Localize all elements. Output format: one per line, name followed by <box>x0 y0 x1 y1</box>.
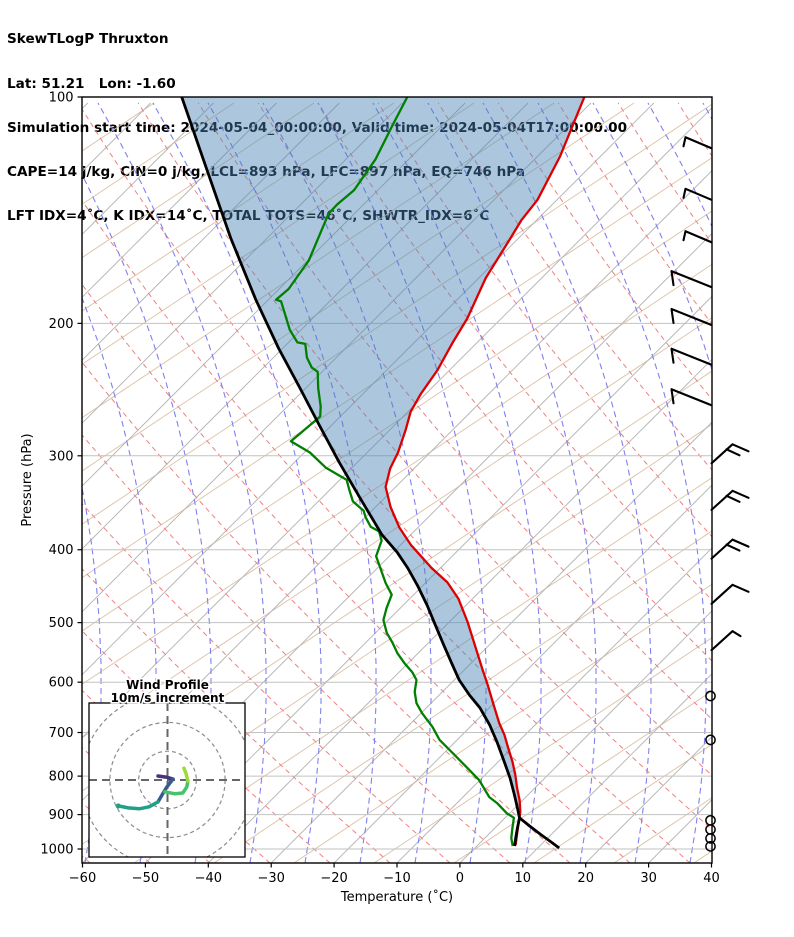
y-tick-label: 800 <box>49 770 74 785</box>
x-tick-labels: −60 −50 −40 −30 −20 −10 0 10 20 30 40 <box>69 871 720 886</box>
dewpoint-curve <box>274 97 516 847</box>
y-tick-label: 700 <box>49 726 74 741</box>
wind-barb <box>682 230 713 244</box>
y-tick-label: 600 <box>49 676 74 691</box>
x-tick-label: 0 <box>456 871 464 886</box>
calm-circle <box>705 690 716 702</box>
hodograph-segment <box>156 774 175 781</box>
moist-adiabat-lines <box>82 102 712 863</box>
parcel-mixed-branch <box>513 817 521 847</box>
wind-barb <box>710 443 750 465</box>
x-tick-label: −60 <box>69 871 96 886</box>
x-tick-label: −20 <box>320 871 347 886</box>
cape-shade <box>181 97 585 818</box>
calm-circle <box>705 833 716 844</box>
calm-circle <box>705 841 716 852</box>
y-tick-label: 1000 <box>40 843 73 858</box>
y-tick-label: 200 <box>49 317 74 332</box>
hodograph-title: Wind Profile <box>126 678 209 692</box>
wind-barb <box>670 270 713 289</box>
dry-adiabat-lines <box>82 102 712 863</box>
hodograph-segment <box>116 800 160 811</box>
wind-barb <box>670 307 713 327</box>
header-title: SkewTLogP Thruxton <box>7 31 169 48</box>
y-tick-label: 100 <box>49 91 74 106</box>
y-axis-title: Pressure (hPa) <box>20 433 35 526</box>
y-tick-label: 300 <box>49 449 74 464</box>
x-tick-label: −40 <box>195 871 222 886</box>
hodograph-segment <box>182 766 190 783</box>
calm-circle <box>705 824 716 835</box>
y-tick-labels: 100 200 300 400 500 600 700 800 900 1000 <box>40 91 73 858</box>
wind-barb <box>710 538 750 560</box>
header-latlon: Lat: 51.21 Lon: -1.60 <box>7 75 176 92</box>
x-tick-label: −50 <box>132 871 159 886</box>
hodograph-end-marker <box>115 803 121 809</box>
wind-barb <box>682 187 713 201</box>
wind-barbs <box>670 136 750 852</box>
x-tick-label: 20 <box>577 871 594 886</box>
y-tick-label: 500 <box>49 616 74 631</box>
isotherm-lines <box>82 102 712 863</box>
x-tick-label: −10 <box>383 871 410 886</box>
hodograph-segment <box>163 779 190 796</box>
wind-barb <box>710 630 742 652</box>
profile-curves <box>180 97 586 850</box>
y-tick-label: 400 <box>49 543 74 558</box>
temperature-curve <box>384 97 586 846</box>
wind-barb <box>710 583 750 605</box>
wind-barb <box>682 136 713 150</box>
x-tick-label: 10 <box>515 871 532 886</box>
x-tick-label: 40 <box>703 871 720 886</box>
x-tick-label: 30 <box>640 871 657 886</box>
wind-barb <box>710 489 750 511</box>
calm-circle <box>705 814 716 826</box>
calm-circle <box>705 734 716 746</box>
hodograph-subtitle: 10m/s increment <box>111 691 225 705</box>
axis-ticks <box>77 96 713 868</box>
wind-barb <box>670 347 713 366</box>
parcel-surface-branch <box>518 816 561 850</box>
hodograph-border <box>88 702 246 858</box>
header-indices-1: CAPE=14 j/kg, CIN=0 j/kg, LCL=893 hPa, L… <box>7 163 525 180</box>
y-tick-label: 900 <box>49 808 74 823</box>
x-axis-title: Temperature (˚C) <box>340 889 453 905</box>
parcel-curve <box>180 97 521 819</box>
background-lines <box>82 102 712 863</box>
x-tick-label: −30 <box>257 871 284 886</box>
wind-barb <box>670 388 713 407</box>
